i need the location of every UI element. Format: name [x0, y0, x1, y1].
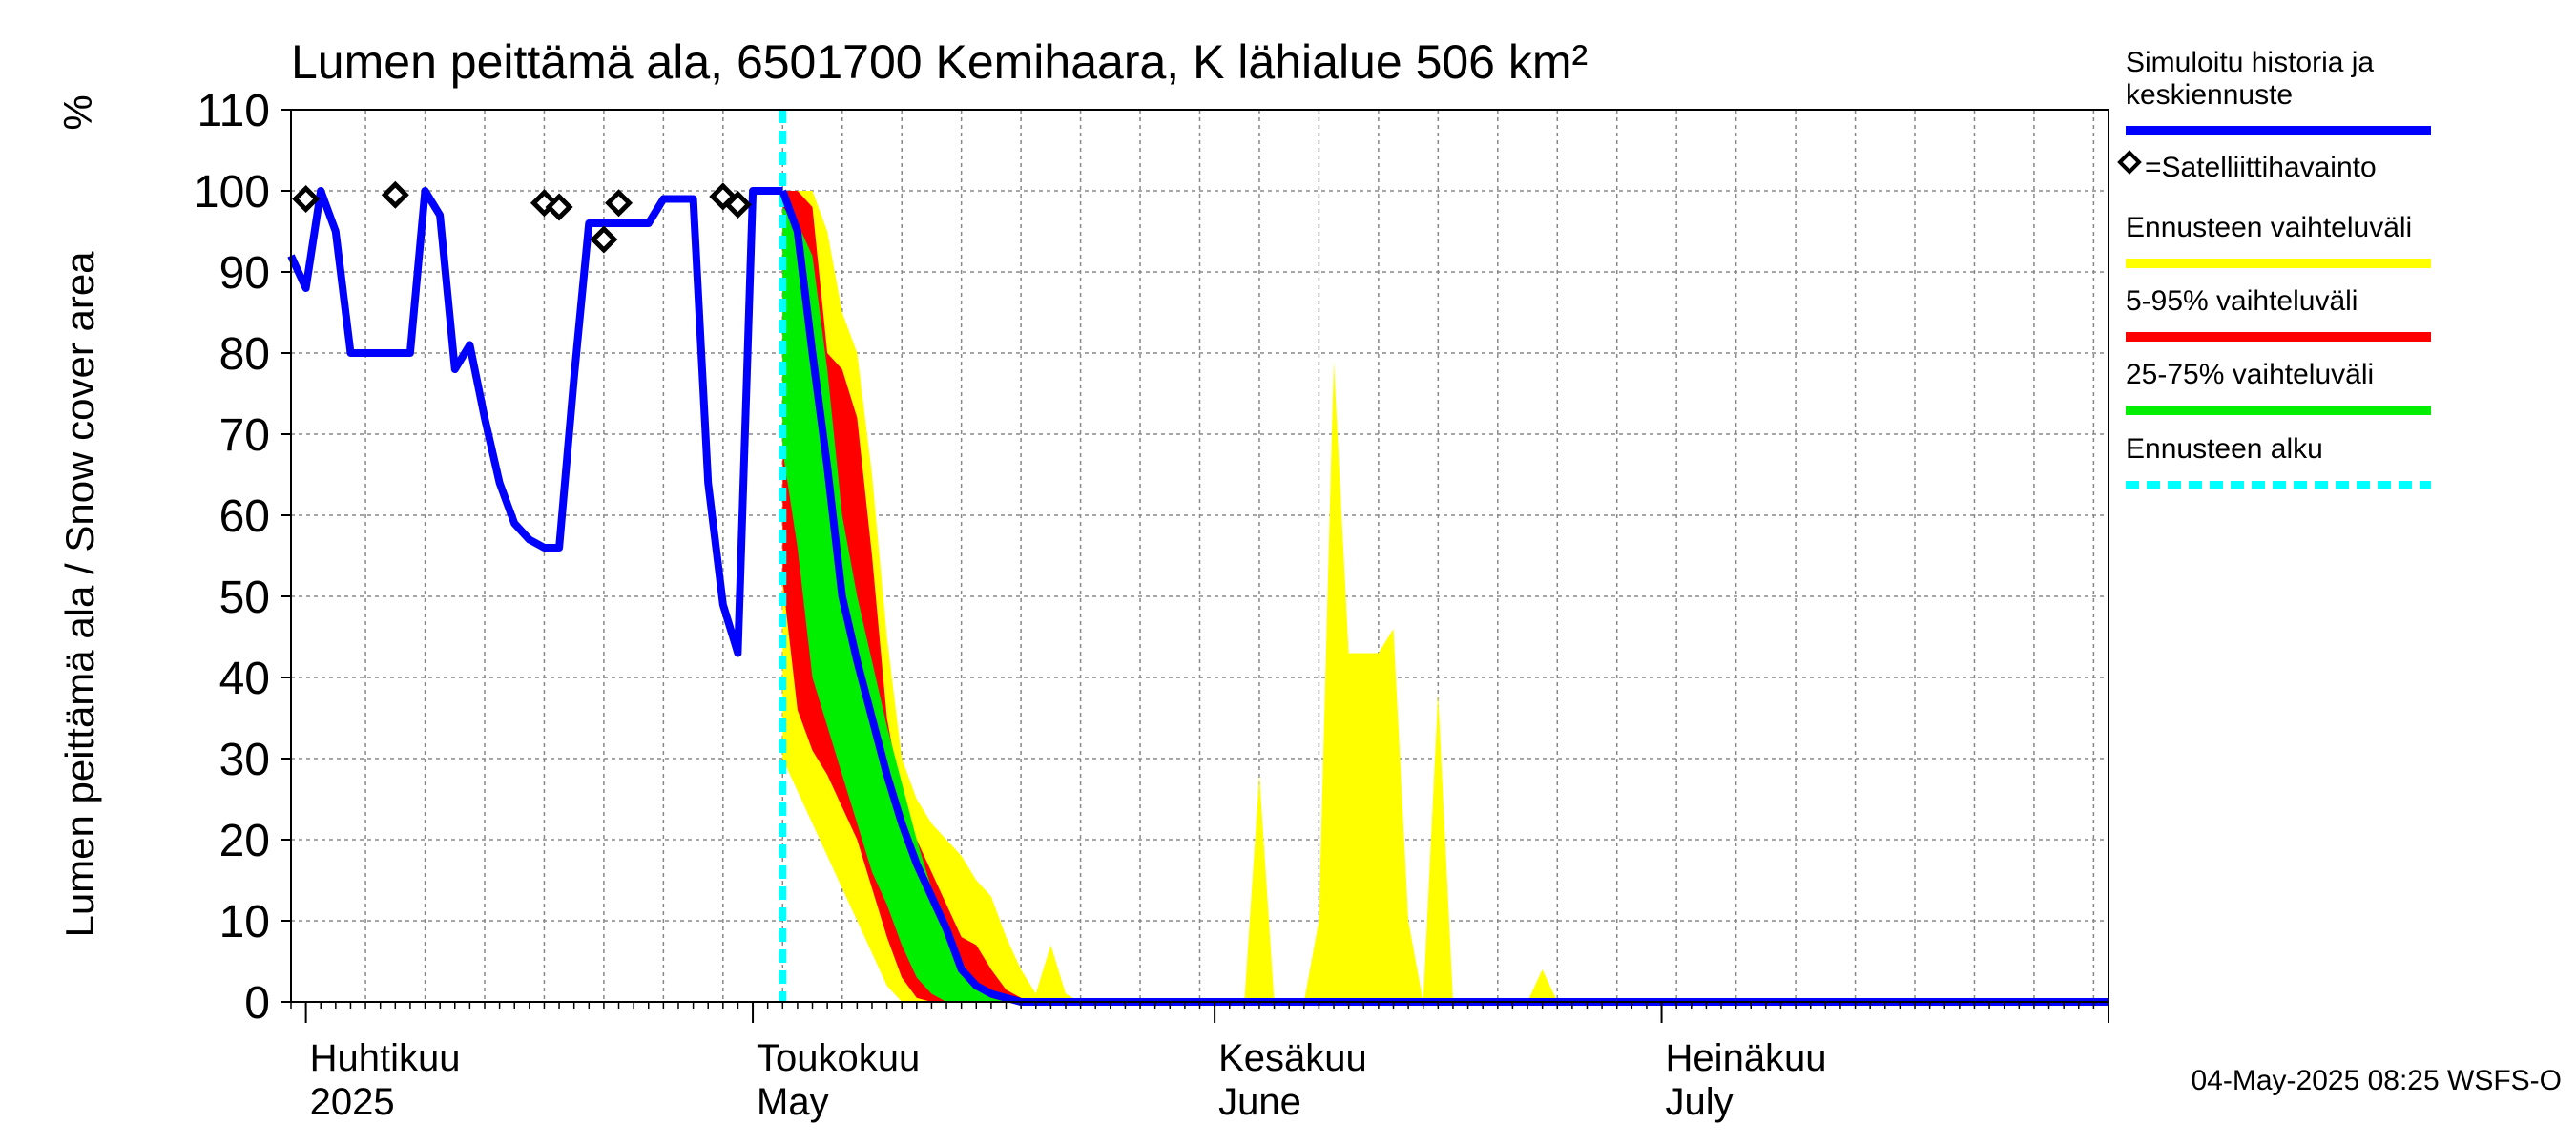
satellite-markers [292, 180, 752, 254]
legend-label: Simuloitu historia ja [2126, 47, 2374, 78]
legend-label: keskiennuste [2126, 79, 2293, 111]
legend-label: Ennusteen vaihteluväli [2126, 212, 2412, 243]
x-month-label: Kesäkuu [1218, 1037, 1367, 1079]
y-tick-label: 100 [194, 167, 270, 218]
satellite-observation-marker [292, 184, 321, 214]
y-tick-label: 70 [219, 410, 270, 461]
y-axis-label: Lumen peittämä ala / Snow cover area [57, 251, 102, 938]
legend-label: 25-75% vaihteluväli [2126, 359, 2374, 390]
footer-timestamp: 04-May-2025 08:25 WSFS-O [2192, 1065, 2563, 1096]
x-month-label-en: May [757, 1081, 829, 1123]
satellite-observation-marker [604, 189, 634, 218]
satellite-observation-marker [723, 190, 752, 219]
y-tick-label: 90 [219, 248, 270, 299]
x-month-label: Toukokuu [757, 1037, 920, 1079]
band-full-range-summer [1244, 361, 1588, 1002]
x-month-label-en: June [1218, 1081, 1301, 1123]
satellite-observation-marker [381, 180, 409, 209]
legend-label: 5-95% vaihteluväli [2126, 285, 2358, 317]
satellite-observation-marker [590, 225, 618, 254]
legend-marker-satellite [2117, 150, 2142, 175]
x-month-label-en: 2025 [310, 1081, 395, 1123]
y-tick-label: 80 [219, 329, 270, 380]
legend-label: Ennusteen alku [2126, 433, 2323, 465]
y-tick-label: 60 [219, 491, 270, 542]
y-tick-label: 10 [219, 897, 270, 947]
x-month-label: Huhtikuu [310, 1037, 461, 1079]
y-tick-label: 40 [219, 654, 270, 704]
y-tick-label: 110 [197, 86, 270, 136]
x-month-label-en: July [1666, 1081, 1734, 1123]
y-tick-label: 30 [219, 735, 270, 785]
satellite-observation-marker [545, 193, 573, 221]
legend-label: =Satelliittihavainto [2145, 152, 2377, 183]
median-forecast-line [779, 189, 2109, 1006]
band-5-95 [782, 191, 1036, 1002]
series-lines [287, 110, 2109, 1006]
y-tick-label: 50 [219, 572, 270, 623]
simulated-history-line [287, 187, 783, 657]
y-tick-label: 0 [244, 978, 270, 1029]
y-axis-unit: % [55, 94, 100, 130]
x-month-label: Heinäkuu [1666, 1037, 1827, 1079]
grid [291, 110, 2109, 1002]
chart-title: Lumen peittämä ala, 6501700 Kemihaara, K… [291, 35, 1588, 89]
y-tick-label: 20 [219, 816, 270, 866]
